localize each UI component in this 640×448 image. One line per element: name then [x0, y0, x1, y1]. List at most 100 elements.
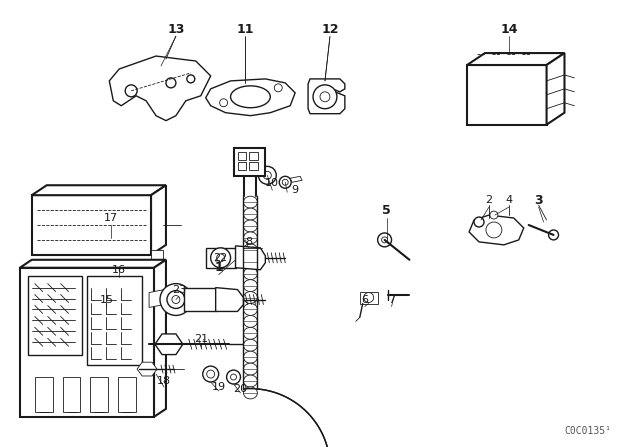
Polygon shape: [149, 288, 174, 307]
Ellipse shape: [243, 327, 257, 339]
Bar: [28, 276, 83, 355]
Polygon shape: [308, 79, 345, 114]
Text: 18: 18: [157, 376, 171, 386]
Polygon shape: [154, 260, 166, 417]
Polygon shape: [137, 362, 157, 376]
Circle shape: [313, 85, 337, 109]
Ellipse shape: [243, 280, 257, 292]
Polygon shape: [547, 53, 564, 125]
Circle shape: [207, 370, 214, 378]
Ellipse shape: [243, 351, 257, 363]
Bar: [205, 248, 236, 268]
Text: C0C0135¹: C0C0135¹: [565, 426, 612, 436]
Text: 16: 16: [112, 265, 126, 275]
Ellipse shape: [230, 86, 270, 108]
Text: 21: 21: [194, 334, 208, 344]
Text: 14: 14: [500, 23, 518, 36]
Bar: [237, 162, 246, 170]
Polygon shape: [467, 53, 564, 65]
Ellipse shape: [243, 268, 257, 280]
Ellipse shape: [243, 244, 257, 256]
Text: 15: 15: [99, 294, 113, 305]
Bar: [88, 276, 142, 365]
Text: 11: 11: [237, 23, 254, 36]
Circle shape: [381, 237, 388, 243]
Circle shape: [220, 99, 228, 107]
Bar: [20, 268, 154, 417]
Polygon shape: [151, 250, 163, 263]
Circle shape: [474, 217, 484, 227]
Circle shape: [187, 75, 195, 83]
Polygon shape: [155, 334, 183, 354]
Polygon shape: [469, 215, 524, 245]
Ellipse shape: [243, 387, 257, 399]
Polygon shape: [32, 185, 166, 195]
Text: 10: 10: [266, 178, 279, 188]
Polygon shape: [236, 246, 266, 270]
Text: 20: 20: [234, 384, 248, 394]
Ellipse shape: [243, 292, 257, 303]
Bar: [184, 288, 216, 311]
Text: 5: 5: [382, 203, 391, 216]
Polygon shape: [20, 260, 166, 268]
Bar: [234, 148, 266, 177]
Circle shape: [282, 179, 288, 185]
Text: 6: 6: [361, 294, 368, 305]
Text: 4: 4: [505, 195, 513, 205]
Circle shape: [167, 291, 185, 309]
Text: 19: 19: [212, 382, 226, 392]
Text: 8: 8: [245, 237, 252, 247]
Circle shape: [548, 230, 559, 240]
Text: 12: 12: [321, 23, 339, 36]
Ellipse shape: [243, 196, 257, 208]
Ellipse shape: [243, 256, 257, 268]
Circle shape: [227, 370, 241, 384]
Bar: [237, 152, 246, 160]
Bar: [467, 65, 547, 125]
Ellipse shape: [243, 315, 257, 327]
Text: 9: 9: [292, 185, 299, 195]
Bar: [35, 377, 52, 412]
Polygon shape: [290, 177, 302, 182]
Polygon shape: [216, 288, 243, 311]
Ellipse shape: [243, 339, 257, 351]
Polygon shape: [151, 185, 166, 255]
Text: 1: 1: [214, 261, 223, 274]
Circle shape: [490, 211, 498, 219]
Ellipse shape: [243, 208, 257, 220]
Bar: [32, 195, 151, 255]
Text: 23: 23: [172, 284, 186, 295]
Bar: [250, 152, 259, 160]
Bar: [250, 162, 259, 170]
Circle shape: [203, 366, 219, 382]
Bar: [118, 377, 136, 412]
Ellipse shape: [243, 375, 257, 387]
Circle shape: [160, 284, 192, 315]
Text: 13: 13: [167, 23, 184, 36]
Circle shape: [125, 85, 137, 97]
Text: 22: 22: [214, 253, 228, 263]
Circle shape: [320, 92, 330, 102]
Bar: [63, 377, 81, 412]
Circle shape: [279, 177, 291, 188]
Circle shape: [486, 222, 502, 238]
Circle shape: [263, 171, 271, 179]
Text: 2: 2: [485, 195, 493, 205]
Circle shape: [275, 84, 282, 92]
Circle shape: [172, 296, 180, 303]
Text: 7: 7: [388, 294, 395, 305]
Bar: [90, 377, 108, 412]
Circle shape: [364, 293, 374, 302]
Circle shape: [230, 374, 237, 380]
Circle shape: [259, 166, 276, 184]
Ellipse shape: [243, 232, 257, 244]
Ellipse shape: [243, 220, 257, 232]
Circle shape: [217, 254, 225, 262]
Text: 3: 3: [534, 194, 543, 207]
Polygon shape: [109, 56, 211, 121]
Bar: [360, 292, 378, 303]
Circle shape: [166, 78, 176, 88]
Circle shape: [378, 233, 392, 247]
Polygon shape: [205, 79, 295, 116]
Ellipse shape: [243, 363, 257, 375]
